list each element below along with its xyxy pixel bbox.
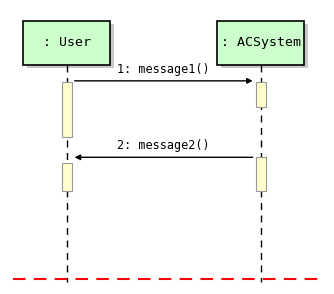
- Bar: [62, 163, 72, 191]
- Bar: [256, 82, 266, 107]
- Bar: [27, 24, 114, 68]
- Text: : ACSystem: : ACSystem: [220, 36, 301, 49]
- Bar: [256, 157, 266, 191]
- Text: 1: message1(): 1: message1(): [117, 63, 210, 76]
- Bar: [23, 21, 110, 65]
- Text: 2: message2(): 2: message2(): [117, 139, 210, 152]
- Bar: [221, 24, 308, 68]
- Text: : User: : User: [43, 36, 91, 49]
- Bar: [62, 82, 72, 137]
- Bar: [217, 21, 304, 65]
